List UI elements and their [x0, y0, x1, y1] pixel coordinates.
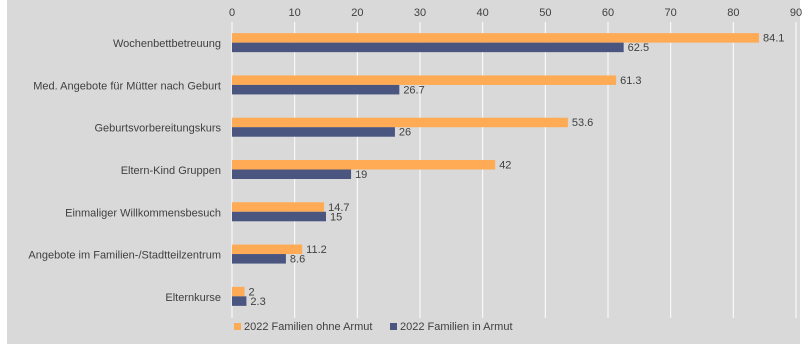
- bar-in-armut: [232, 127, 395, 137]
- bar-in-armut: [232, 169, 352, 179]
- bar-in-armut: [232, 211, 326, 222]
- bar-ohne-armut: [232, 286, 245, 297]
- x-tick-label: 30: [414, 7, 426, 19]
- category-label: Eltern-Kind Gruppen: [121, 165, 221, 177]
- data-label: 84.1: [763, 33, 784, 45]
- category-label: Med. Angebote für Mütter nach Geburt: [33, 80, 221, 92]
- legend-label: 2022 Familien in Armut: [400, 321, 513, 333]
- data-label: 2: [249, 286, 255, 298]
- legend-swatch: [390, 323, 397, 330]
- data-label: 26: [399, 127, 411, 139]
- x-tick-label: 50: [539, 7, 551, 19]
- data-label: 62.5: [628, 42, 649, 54]
- bar-in-armut: [232, 296, 247, 306]
- legend-swatch: [234, 323, 241, 330]
- bar-ohne-armut: [232, 202, 325, 212]
- x-tick-label: 80: [727, 7, 739, 19]
- x-tick-label: 70: [665, 7, 677, 19]
- x-tick-label: 0: [229, 7, 235, 19]
- x-tick-label: 60: [602, 7, 614, 19]
- data-label: 42: [499, 160, 511, 172]
- category-label: Angebote im Familien-/Stadtteilzentrum: [28, 250, 221, 262]
- bar-in-armut: [232, 254, 286, 264]
- legend-label: 2022 Familien ohne Armut: [244, 321, 372, 333]
- data-label: 61.3: [620, 75, 641, 87]
- data-label: 2.3: [250, 296, 265, 308]
- bar-ohne-armut: [232, 117, 568, 128]
- data-label: 26.7: [403, 84, 424, 96]
- x-tick-label: 40: [477, 7, 489, 19]
- category-label: Wochenbettbetreuung: [113, 38, 221, 50]
- category-label: Einmaliger Willkommensbesuch: [65, 207, 221, 219]
- data-label: 19: [355, 169, 367, 181]
- bar-ohne-armut: [232, 160, 496, 170]
- x-tick-label: 90: [790, 7, 802, 19]
- data-label: 11.2: [306, 244, 327, 256]
- data-label: 53.6: [572, 117, 593, 129]
- data-label: 15: [330, 211, 342, 223]
- bar-ohne-armut: [232, 75, 617, 85]
- bar-in-armut: [232, 84, 400, 95]
- bar-ohne-armut: [232, 244, 303, 255]
- x-tick-label: 10: [289, 7, 301, 19]
- data-label: 14.7: [328, 202, 349, 214]
- category-label: Geburtsvorbereitungskurs: [94, 123, 221, 135]
- category-label: Elternkurse: [165, 292, 221, 304]
- x-tick-label: 20: [351, 7, 363, 19]
- plot-background: [7, 0, 800, 344]
- bar-in-armut: [232, 42, 624, 53]
- bar-ohne-armut: [232, 33, 760, 43]
- data-label: 8.6: [290, 254, 305, 266]
